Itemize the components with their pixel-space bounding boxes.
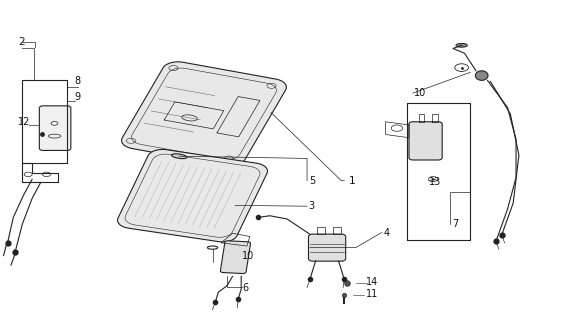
Ellipse shape	[172, 154, 187, 159]
Polygon shape	[118, 149, 267, 242]
Text: 3: 3	[309, 201, 315, 211]
Text: 9: 9	[74, 92, 80, 102]
Text: 11: 11	[366, 290, 378, 300]
Polygon shape	[122, 62, 286, 166]
Text: 5: 5	[309, 176, 315, 186]
Text: 8: 8	[74, 76, 80, 86]
Text: 2: 2	[18, 37, 25, 47]
Text: 14: 14	[366, 277, 378, 287]
Text: 12: 12	[18, 117, 30, 127]
Ellipse shape	[475, 71, 488, 80]
Ellipse shape	[456, 44, 467, 47]
Polygon shape	[409, 122, 442, 160]
Text: 6: 6	[242, 283, 249, 293]
Text: 7: 7	[452, 219, 458, 229]
Text: 10: 10	[242, 251, 255, 261]
Text: 10: 10	[414, 88, 426, 98]
Text: 4: 4	[383, 228, 389, 238]
Polygon shape	[220, 241, 250, 274]
Text: 1: 1	[349, 176, 355, 186]
Polygon shape	[308, 234, 346, 261]
Polygon shape	[40, 106, 71, 150]
Text: 13: 13	[429, 177, 441, 187]
